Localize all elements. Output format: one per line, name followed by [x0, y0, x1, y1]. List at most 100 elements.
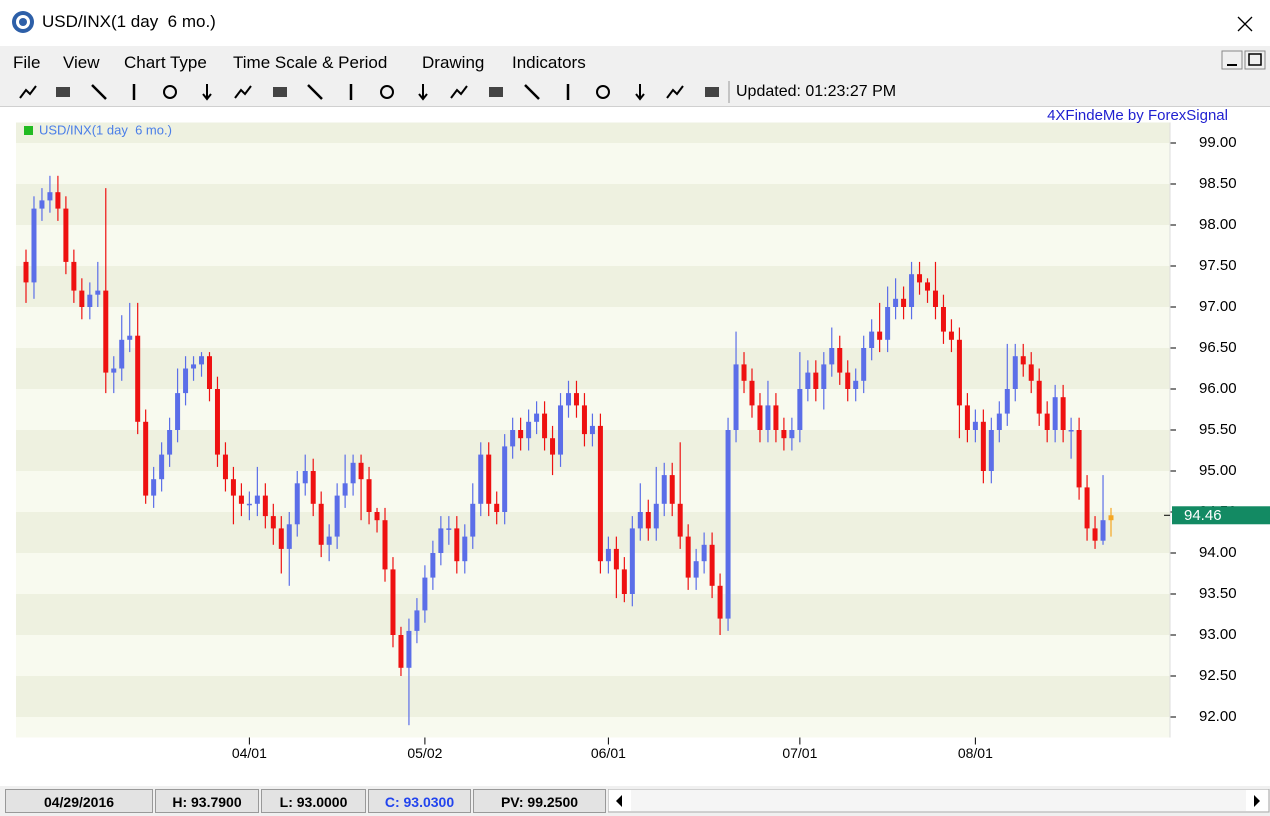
- candle-body: [909, 274, 915, 307]
- menu-item[interactable]: Drawing: [422, 53, 485, 72]
- candle-body: [877, 331, 883, 340]
- candle-body: [861, 348, 867, 381]
- candle-body: [222, 454, 228, 480]
- candle-body: [1084, 487, 1090, 529]
- candle-body: [996, 413, 1002, 430]
- last-price-label: 94.46: [1184, 507, 1222, 524]
- tool-button[interactable]: [705, 87, 719, 97]
- status-high: H: 93.7900: [155, 789, 259, 813]
- candle-body: [661, 475, 667, 504]
- candle-body: [167, 430, 173, 455]
- candle-body: [837, 348, 843, 373]
- candle-body: [414, 610, 420, 631]
- candle-body: [757, 405, 763, 430]
- candle-body: [47, 192, 53, 201]
- plot-stripe: [16, 266, 1170, 307]
- close-button[interactable]: [1233, 12, 1257, 36]
- toolbar-icons: [19, 81, 730, 103]
- menu-item[interactable]: File: [13, 53, 41, 72]
- legend-label: USD/INX(1 day 6 mo.): [39, 122, 172, 137]
- tool-button[interactable]: [307, 84, 323, 100]
- tool-button[interactable]: [450, 85, 468, 99]
- candle-body: [685, 536, 691, 578]
- candle-body: [502, 446, 508, 512]
- menu-item[interactable]: View: [63, 53, 100, 72]
- candle-body: [534, 413, 540, 422]
- candle-body: [956, 339, 962, 406]
- tool-button[interactable]: [489, 87, 503, 97]
- candle-body: [741, 364, 747, 381]
- candle-body: [39, 200, 45, 209]
- candle-body: [159, 454, 165, 480]
- candle-body: [797, 389, 803, 430]
- plot-stripe: [16, 594, 1170, 635]
- tool-button[interactable]: [56, 87, 70, 97]
- tool-button[interactable]: [418, 84, 428, 101]
- candle-body: [558, 405, 564, 455]
- tool-button[interactable]: [163, 85, 177, 99]
- candle-body: [1100, 520, 1106, 541]
- candle-body: [932, 290, 938, 307]
- candle-body: [422, 577, 428, 611]
- candle-body: [725, 430, 731, 619]
- scrollbar[interactable]: [608, 789, 1270, 813]
- candle-body: [302, 471, 308, 484]
- candle-body: [988, 430, 994, 471]
- y-tick-label: 96.00: [1199, 380, 1237, 397]
- candle-body: [350, 462, 356, 484]
- candle-body: [1028, 364, 1034, 381]
- candle-body: [63, 208, 69, 262]
- candle-body: [709, 544, 715, 586]
- candle-body: [1052, 397, 1058, 430]
- candle-body: [366, 479, 372, 512]
- tool-button[interactable]: [19, 85, 37, 99]
- candle-body: [55, 192, 61, 209]
- candle-body: [486, 454, 492, 504]
- tool-button[interactable]: [666, 85, 684, 99]
- candle-body: [87, 294, 93, 307]
- candle-body: [478, 454, 484, 504]
- candle-body: [869, 331, 875, 348]
- tool-button[interactable]: [380, 85, 394, 99]
- tool-button[interactable]: [234, 85, 252, 99]
- candle-body: [940, 307, 946, 332]
- candle-body: [143, 421, 149, 496]
- status-close: C: 93.0300: [368, 789, 471, 813]
- y-tick-label: 94.00: [1199, 544, 1237, 561]
- candle-body: [374, 512, 380, 521]
- candle-body: [765, 405, 771, 430]
- tool-button[interactable]: [635, 84, 645, 101]
- candle-body: [438, 528, 444, 553]
- menu-item[interactable]: Chart Type: [124, 53, 207, 72]
- tool-button[interactable]: [202, 84, 212, 101]
- candle-body: [119, 339, 125, 369]
- updated-time: Updated: 01:23:27 PM: [736, 83, 897, 100]
- candle-body: [199, 356, 205, 365]
- tool-button[interactable]: [91, 84, 107, 100]
- y-tick-label: 92.00: [1199, 708, 1237, 725]
- y-tick-label: 96.50: [1199, 339, 1237, 356]
- candle-body: [71, 261, 77, 291]
- tool-button[interactable]: [524, 84, 540, 100]
- candle-body: [358, 462, 364, 480]
- candle-body: [550, 438, 556, 455]
- legend-swatch: [24, 126, 33, 135]
- tool-button[interactable]: [273, 87, 287, 97]
- menu-item[interactable]: Time Scale & Period: [233, 53, 388, 72]
- candle-body: [853, 380, 859, 389]
- menu-item[interactable]: Indicators: [512, 53, 586, 72]
- y-tick-label: 93.00: [1199, 626, 1237, 643]
- candle-body: [1036, 380, 1042, 414]
- candle-body: [701, 544, 707, 562]
- candle-body: [789, 430, 795, 439]
- candle-body: [1004, 389, 1010, 414]
- candle-body: [111, 368, 117, 373]
- candle-body: [589, 425, 595, 435]
- candle-body: [925, 282, 931, 291]
- candle-body: [151, 479, 157, 496]
- candle-body: [310, 471, 316, 504]
- tool-button[interactable]: [596, 85, 610, 99]
- mdi-buttons[interactable]: [1221, 50, 1269, 72]
- candle-body: [214, 389, 220, 455]
